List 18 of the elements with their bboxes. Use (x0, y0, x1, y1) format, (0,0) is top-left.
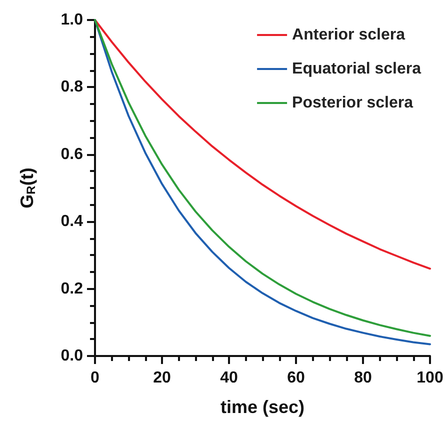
y-tick-label: 0.4 (60, 213, 84, 230)
x-tick-label: 60 (287, 370, 305, 386)
x-tick-label: 20 (153, 370, 171, 386)
legend-label: Posterior sclera (292, 94, 414, 112)
y-axis-title: GR(t) (17, 168, 38, 208)
y-tick-label: 0.6 (60, 146, 84, 163)
y-tick-label: 0.0 (60, 348, 84, 364)
x-tick-label: 80 (354, 370, 372, 386)
legend-label: Equatorial sclera (292, 60, 422, 78)
legend-label: Anterior sclera (292, 26, 406, 44)
y-tick-label: 1.0 (60, 12, 84, 28)
line-series (94, 19, 431, 270)
x-tick-label: 100 (416, 370, 444, 386)
x-axis-title: time (sec) (220, 397, 305, 417)
y-tick-label: 0.2 (60, 280, 84, 298)
y-tick-label: 0.8 (60, 78, 84, 96)
x-tick-label: 0 (90, 370, 100, 386)
x-tick-label: 40 (220, 370, 238, 386)
